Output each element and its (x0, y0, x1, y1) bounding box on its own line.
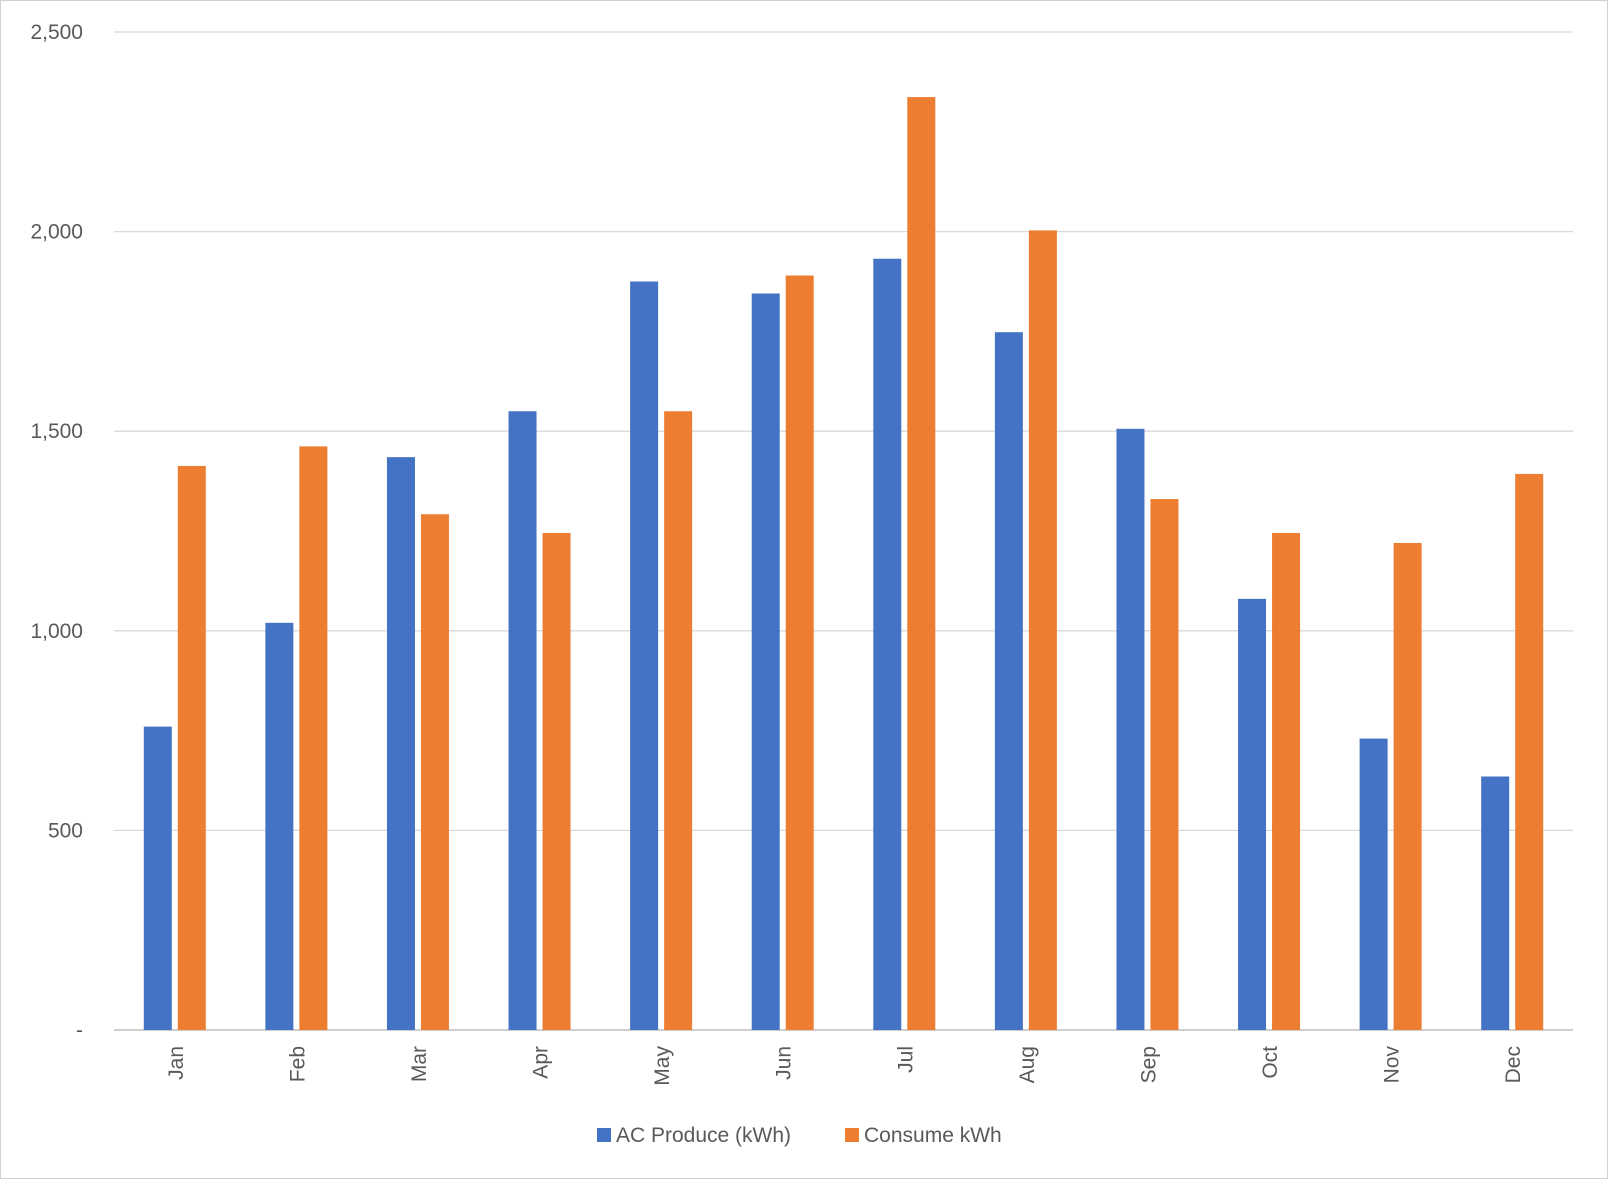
bar-consume-jan (177, 465, 206, 1030)
x-tick-label: Aug (1016, 1046, 1039, 1083)
bar-ac-produce-jul (873, 258, 902, 1030)
bar-consume-mar (420, 514, 449, 1030)
bar-consume-jun (785, 275, 814, 1031)
x-tick-label: Feb (286, 1046, 309, 1082)
x-tick-label: Apr (530, 1046, 553, 1079)
bar-consume-oct (1272, 532, 1301, 1030)
bar-ac-produce-dec (1481, 776, 1510, 1030)
x-axis-tick-labels: Jan Feb Mar Apr May Jun Jul Aug Sep Oct Nov Dec (165, 1046, 1525, 1086)
bar-ac-produce-aug (994, 332, 1023, 1031)
y-tick-label: 2,000 (30, 221, 83, 244)
legend: AC Produce (kWh) Consume kWh (597, 1124, 1002, 1147)
bars (143, 97, 1544, 1031)
x-tick-label: Nov (1381, 1046, 1404, 1084)
y-tick-label: 2,500 (30, 21, 83, 44)
y-tick-label: 500 (48, 819, 83, 842)
legend-swatch (845, 1128, 859, 1142)
y-axis-tick-labels: - 500 1,000 1,500 2,000 2,500 (30, 21, 83, 1042)
legend-label: Consume kWh (864, 1124, 1002, 1147)
x-tick-label: Oct (1259, 1046, 1282, 1079)
bar-ac-produce-oct (1238, 598, 1267, 1030)
bar-ac-produce-jun (751, 293, 780, 1030)
y-tick-label: - (76, 1019, 83, 1042)
legend-label: AC Produce (kWh) (616, 1124, 791, 1147)
x-tick-label: Jul (894, 1046, 917, 1073)
x-tick-label: Jan (165, 1046, 188, 1080)
bar-consume-feb (299, 446, 328, 1030)
bar-consume-may (664, 411, 693, 1030)
bar-ac-produce-mar (386, 457, 415, 1030)
bar-ac-produce-feb (265, 622, 294, 1030)
bar-consume-nov (1393, 542, 1422, 1030)
bar-ac-produce-jan (143, 726, 172, 1030)
bar-consume-apr (542, 532, 571, 1030)
bar-consume-jul (907, 97, 936, 1031)
y-tick-label: 1,000 (30, 620, 83, 643)
bar-ac-produce-sep (1116, 428, 1145, 1030)
bar-consume-sep (1150, 499, 1179, 1031)
x-tick-label: Sep (1137, 1046, 1160, 1083)
y-tick-label: 1,500 (30, 420, 83, 443)
x-tick-label: Mar (408, 1046, 431, 1082)
x-tick-label: May (651, 1046, 674, 1086)
x-tick-label: Dec (1502, 1046, 1525, 1083)
gridlines (114, 31, 1573, 1031)
bar-consume-dec (1515, 473, 1544, 1030)
bar-ac-produce-nov (1359, 738, 1388, 1030)
legend-swatch (597, 1128, 611, 1142)
bar-ac-produce-may (630, 281, 659, 1030)
bar-consume-aug (1028, 230, 1057, 1030)
x-tick-label: Jun (773, 1046, 796, 1080)
bar-ac-produce-apr (508, 411, 537, 1030)
